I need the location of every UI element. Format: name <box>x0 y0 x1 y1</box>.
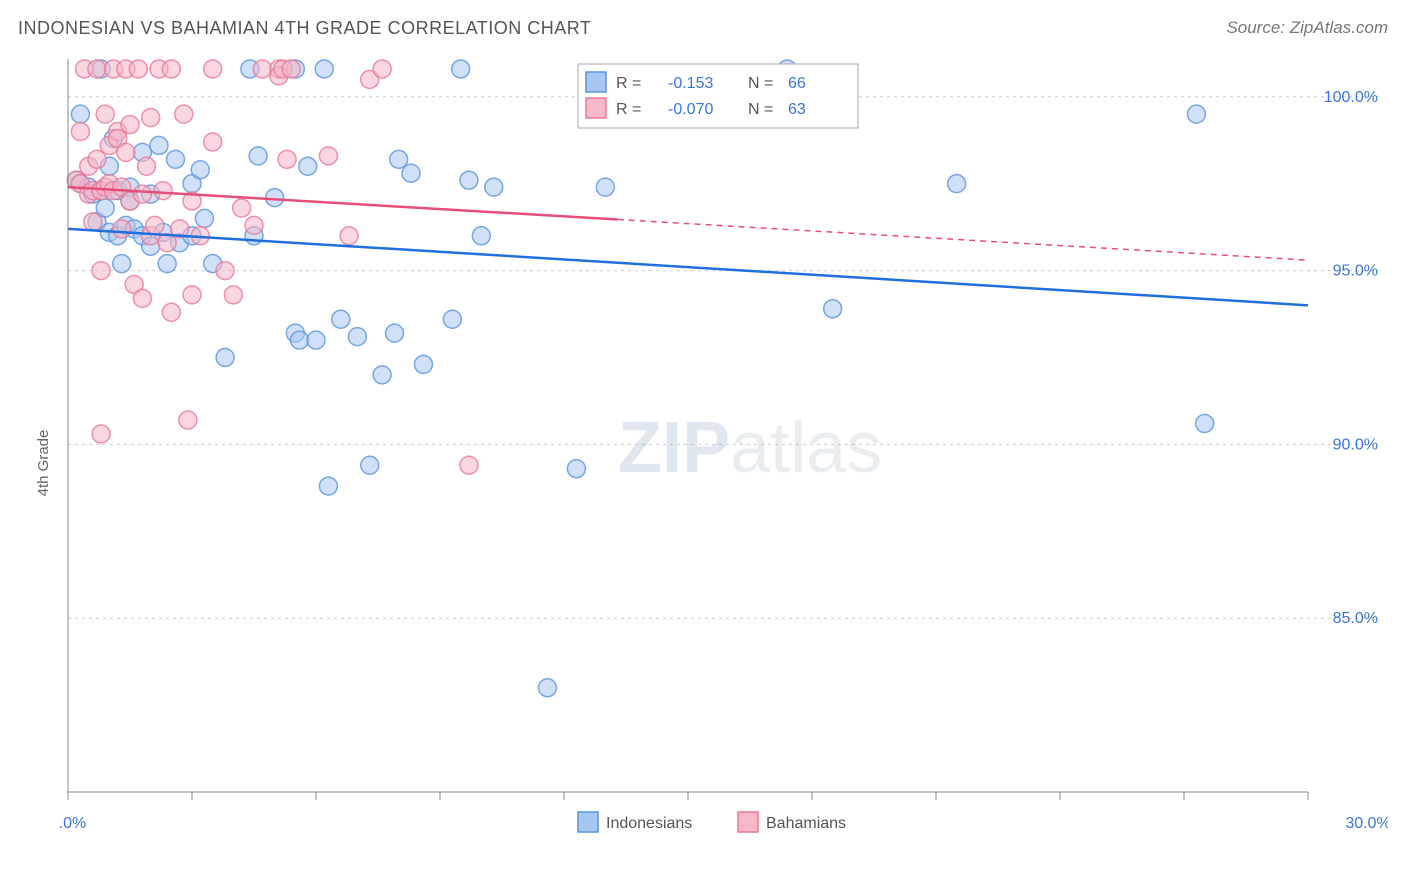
data-point <box>596 178 614 196</box>
data-point <box>71 123 89 141</box>
data-point <box>162 60 180 78</box>
legend-r-value: -0.153 <box>668 75 713 92</box>
data-point <box>249 147 267 165</box>
data-point <box>307 331 325 349</box>
legend-label: Indonesians <box>606 815 692 832</box>
legend-n-value: 63 <box>788 101 806 118</box>
data-point <box>452 60 470 78</box>
scatter-plot: 85.0% 90.0% 95.0% 100.0% ZIPatlas 0.0% 30.0% In… <box>58 52 1388 842</box>
data-point <box>1187 105 1205 123</box>
data-point <box>1196 415 1214 433</box>
data-point <box>88 60 106 78</box>
data-point <box>282 60 300 78</box>
data-point <box>414 355 432 373</box>
data-point <box>948 175 966 193</box>
legend-r-label: R = <box>616 75 641 92</box>
data-point <box>224 286 242 304</box>
data-point <box>117 143 135 161</box>
data-point <box>133 185 151 203</box>
legend-n-label: N = <box>748 101 773 118</box>
data-point <box>538 679 556 697</box>
data-point <box>92 262 110 280</box>
legend-r-value: -0.070 <box>668 101 713 118</box>
data-point <box>195 209 213 227</box>
data-point <box>340 227 358 245</box>
data-point <box>113 255 131 273</box>
data-point <box>253 60 271 78</box>
data-point <box>154 182 172 200</box>
data-point <box>129 60 147 78</box>
data-point <box>96 105 114 123</box>
data-point <box>373 60 391 78</box>
legend-swatch <box>586 98 606 118</box>
data-point <box>158 255 176 273</box>
y-tick-label: 95.0% <box>1333 263 1378 280</box>
data-point <box>460 456 478 474</box>
x-tick-label-right: 30.0% <box>1345 815 1388 832</box>
data-point <box>233 199 251 217</box>
chart-header: INDONESIAN VS BAHAMIAN 4TH GRADE CORRELA… <box>18 18 1388 48</box>
data-point <box>386 324 404 342</box>
chart-source: Source: ZipAtlas.com <box>1226 18 1388 38</box>
legend-r-label: R = <box>616 101 641 118</box>
data-point <box>113 220 131 238</box>
x-tick-label-left: 0.0% <box>58 815 86 832</box>
y-tick-label: 90.0% <box>1333 436 1378 453</box>
watermark: ZIPatlas <box>618 408 882 488</box>
legend-swatch <box>586 72 606 92</box>
data-point <box>319 477 337 495</box>
data-point <box>183 286 201 304</box>
data-point <box>278 150 296 168</box>
data-point <box>485 178 503 196</box>
data-point <box>146 216 164 234</box>
data-point <box>191 161 209 179</box>
y-axis-label: 4th Grade <box>35 430 52 497</box>
data-point <box>824 300 842 318</box>
data-point <box>290 331 308 349</box>
data-point <box>216 348 234 366</box>
data-point <box>567 460 585 478</box>
data-point <box>319 147 337 165</box>
data-point <box>460 171 478 189</box>
data-point <box>121 116 139 134</box>
data-point <box>133 289 151 307</box>
trend-line <box>68 229 1308 305</box>
data-point <box>142 109 160 127</box>
data-point <box>162 303 180 321</box>
data-point <box>179 411 197 429</box>
data-point <box>175 105 193 123</box>
legend-swatch <box>578 812 598 832</box>
data-point <box>204 60 222 78</box>
chart-area: 4th Grade 85.0% 90.0% 95.0% 100.0% ZIPatlas 0… <box>18 52 1388 874</box>
data-point <box>71 105 89 123</box>
data-point <box>361 456 379 474</box>
data-point <box>204 133 222 151</box>
correlation-legend-box <box>578 64 858 128</box>
data-point <box>92 425 110 443</box>
data-point <box>138 157 156 175</box>
legend-n-value: 66 <box>788 75 806 92</box>
data-point <box>472 227 490 245</box>
data-point <box>299 157 317 175</box>
y-tick-label: 85.0% <box>1333 610 1378 627</box>
legend-label: Bahamians <box>766 815 846 832</box>
chart-title: INDONESIAN VS BAHAMIAN 4TH GRADE CORRELA… <box>18 18 591 38</box>
data-point <box>402 164 420 182</box>
data-point <box>348 328 366 346</box>
data-point <box>443 310 461 328</box>
legend-swatch <box>738 812 758 832</box>
data-point <box>84 213 102 231</box>
data-point <box>332 310 350 328</box>
data-point <box>315 60 333 78</box>
data-point <box>166 150 184 168</box>
y-tick-label: 100.0% <box>1324 89 1378 106</box>
data-point <box>216 262 234 280</box>
legend-n-label: N = <box>748 75 773 92</box>
data-point <box>245 216 263 234</box>
data-point <box>150 136 168 154</box>
trend-line-extrapolated <box>618 220 1308 261</box>
data-point <box>266 189 284 207</box>
data-point <box>373 366 391 384</box>
